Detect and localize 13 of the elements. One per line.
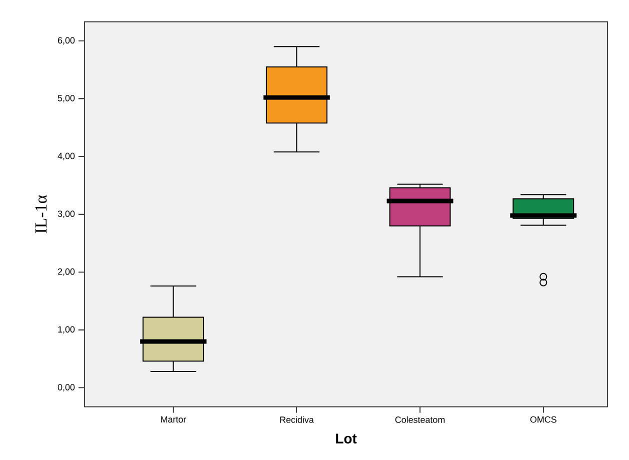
x-tick-label: Colesteatom — [395, 416, 445, 423]
y-tick-label: 5,00 — [58, 94, 75, 102]
x-tick-label: Martor — [161, 416, 186, 423]
y-tick-label: 2,00 — [58, 268, 75, 276]
x-tick-label: OMCS — [530, 416, 556, 423]
y-tick-label: 3,00 — [58, 210, 75, 218]
y-tick-label: 1,00 — [58, 326, 75, 334]
y-axis-title: IL-1α — [35, 195, 47, 234]
y-tick-label: 4,00 — [58, 152, 75, 160]
x-tick-label: Recidiva — [280, 416, 314, 423]
y-tick-label: 6,00 — [58, 37, 75, 45]
x-axis-title: Lot — [336, 434, 357, 444]
y-tick-label: 0,00 — [58, 384, 75, 392]
